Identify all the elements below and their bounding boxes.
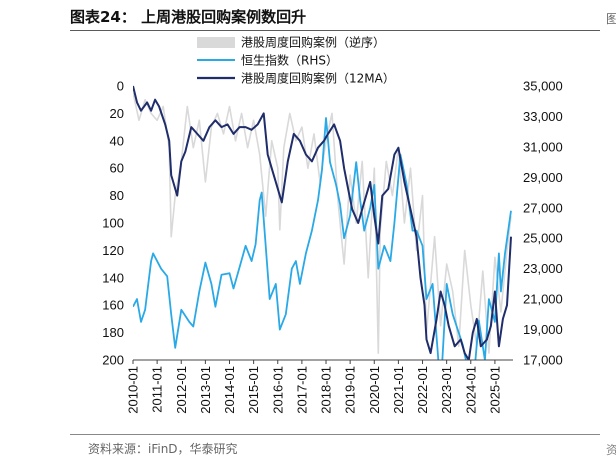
- left-axis-tick-label: 180: [102, 325, 124, 340]
- right-axis-tick-label: 19,000: [523, 322, 563, 337]
- x-axis-tick-label: 2025-01: [487, 366, 502, 414]
- left-axis-tick-label: 140: [102, 270, 124, 285]
- x-axis-tick-label: 2020-01: [367, 366, 382, 414]
- left-axis-tick-label: 80: [110, 188, 124, 203]
- left-axis-tick-label: 200: [102, 353, 124, 368]
- left-axis-tick-label: 120: [102, 243, 124, 258]
- right-axis-tick-label: 35,000: [523, 79, 563, 94]
- left-axis-tick-label: 0: [117, 79, 124, 94]
- title-divider: [70, 30, 600, 31]
- series-line-3: [133, 85, 512, 360]
- x-axis-tick-label: 2015-01: [246, 366, 261, 414]
- x-axis-tick-label: 2021-01: [391, 366, 406, 414]
- x-axis-tick-label: 2010-01: [126, 366, 141, 414]
- right-axis-tick-label: 21,000: [523, 292, 563, 307]
- legend-label: 恒生指数（RHS）: [241, 53, 338, 68]
- source-note: 资料来源：iFinD，华泰研究: [88, 442, 238, 456]
- x-axis-tick-label: 2019-01: [343, 366, 358, 414]
- x-axis-tick-label: 2014-01: [222, 366, 237, 414]
- right-axis-tick-label: 17,000: [523, 353, 563, 368]
- right-axis-tick-label: 31,000: [523, 139, 563, 154]
- x-axis-tick-label: 2013-01: [198, 366, 213, 414]
- x-axis-tick-label: 2012-01: [174, 366, 189, 414]
- right-axis-tick-label: 23,000: [523, 261, 563, 276]
- legend-swatch: [197, 37, 235, 48]
- x-axis-tick-label: 2016-01: [270, 366, 285, 414]
- x-axis-tick-label: 2018-01: [319, 366, 334, 414]
- left-axis-tick-label: 60: [110, 161, 124, 176]
- right-axis-tick-label: 27,000: [523, 200, 563, 215]
- left-axis-tick-label: 160: [102, 298, 124, 313]
- left-axis-tick-label: 100: [102, 216, 124, 231]
- x-axis-tick-label: 2024-01: [463, 366, 478, 414]
- left-axis-tick-label: 20: [110, 106, 124, 121]
- right-axis-tick-label: 29,000: [523, 170, 563, 185]
- legend-label: 港股周度回购案例（12MA）: [241, 71, 395, 86]
- next-panel-edge: 图: [606, 12, 616, 26]
- left-axis-tick-label: 40: [110, 133, 124, 148]
- x-axis-tick-label: 2022-01: [415, 366, 430, 414]
- right-axis-tick-label: 25,000: [523, 231, 563, 246]
- next-panel-source-edge: 资: [606, 443, 616, 457]
- right-axis-tick-label: 33,000: [523, 109, 563, 124]
- page-title: 图表24： 上周港股回购案例数回升: [70, 8, 307, 26]
- x-axis-tick-label: 2023-01: [439, 366, 454, 414]
- series-line-2: [133, 117, 512, 360]
- x-axis-tick-label: 2017-01: [294, 366, 309, 414]
- legend-label: 港股周度回购案例（逆序）: [241, 35, 385, 50]
- source-divider: [70, 434, 600, 435]
- x-axis-tick-label: 2011-01: [150, 366, 165, 413]
